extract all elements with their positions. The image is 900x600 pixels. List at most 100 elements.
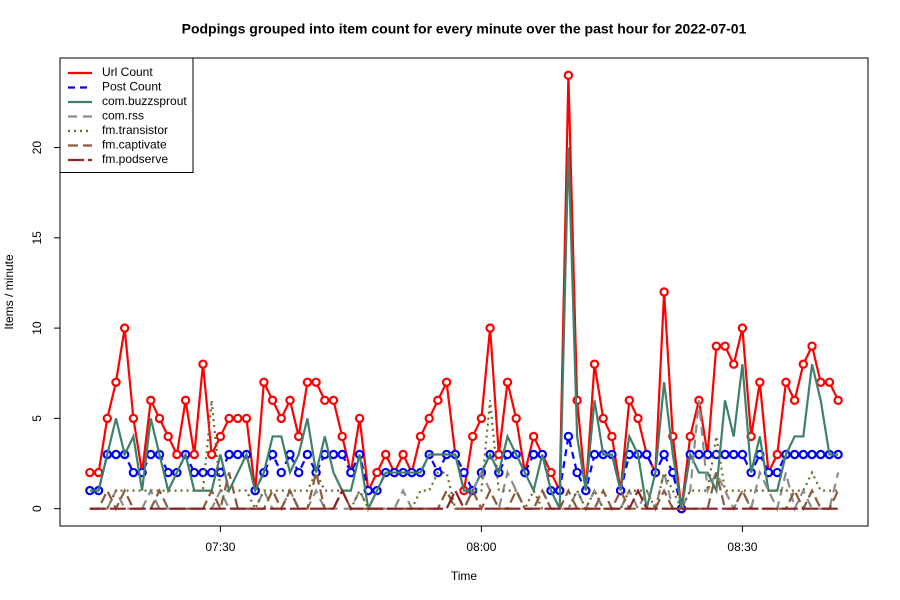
point [511, 413, 521, 424]
point [146, 395, 156, 406]
series-line [89, 472, 840, 512]
point [563, 431, 574, 442]
point [102, 413, 112, 424]
chart-title: Podpings grouped into item count for eve… [182, 21, 747, 37]
point [180, 395, 191, 406]
x-tick-label: 08:30 [727, 540, 757, 554]
point [328, 449, 339, 460]
point [337, 449, 347, 460]
point [816, 377, 826, 387]
point [154, 413, 165, 424]
point [502, 377, 513, 387]
point [224, 449, 234, 460]
point [546, 467, 556, 478]
point [302, 377, 313, 387]
plot-frame [59, 57, 869, 527]
point [789, 395, 800, 406]
point [398, 449, 408, 460]
point [215, 431, 226, 442]
y-axis-label: Items / minute [2, 254, 16, 330]
point [824, 377, 835, 387]
point [293, 467, 304, 478]
point [337, 431, 347, 442]
point [372, 467, 382, 478]
point [781, 377, 791, 387]
legend-label: fm.captivate [102, 138, 167, 152]
point [215, 467, 226, 478]
point [711, 341, 722, 351]
point [807, 341, 817, 351]
point [259, 377, 269, 387]
legend-label: fm.transistor [102, 123, 168, 137]
point [476, 413, 487, 424]
point [833, 395, 843, 406]
point [93, 467, 104, 478]
point [433, 395, 443, 406]
point [198, 359, 208, 369]
point [755, 377, 765, 387]
point [163, 467, 173, 478]
point [85, 467, 95, 478]
y-tick-label: 15 [30, 231, 44, 245]
point [737, 449, 748, 460]
point [528, 431, 539, 442]
point [189, 449, 199, 460]
point [685, 431, 695, 442]
point [598, 413, 608, 424]
x-axis-label: Time [451, 569, 478, 583]
point [572, 467, 582, 478]
point [346, 467, 356, 478]
point [285, 449, 295, 460]
point [624, 395, 635, 406]
legend-box [59, 57, 194, 173]
point [111, 377, 121, 387]
point [729, 449, 739, 460]
point [642, 449, 652, 460]
point [320, 449, 330, 460]
point [807, 449, 817, 460]
point [772, 467, 782, 478]
point [267, 395, 278, 406]
point [633, 413, 643, 424]
point [659, 449, 669, 460]
point [772, 449, 782, 460]
point [206, 449, 217, 460]
point [128, 413, 139, 424]
point [293, 431, 304, 442]
point [485, 323, 495, 333]
point [276, 413, 286, 424]
point [702, 449, 713, 460]
point [328, 395, 339, 406]
point [119, 323, 130, 333]
point [694, 449, 704, 460]
point [441, 377, 452, 387]
point [789, 449, 800, 460]
series-line [89, 75, 840, 509]
y-tick-label: 5 [30, 415, 44, 422]
point [172, 449, 182, 460]
point [720, 449, 730, 460]
point [111, 449, 121, 460]
x-tick-label: 08:00 [466, 540, 496, 554]
point [311, 377, 321, 387]
point [233, 449, 243, 460]
point [267, 449, 278, 460]
point [320, 395, 330, 406]
point [189, 467, 199, 478]
point [468, 431, 478, 442]
point [354, 413, 365, 424]
legend-label: fm.podserve [102, 152, 168, 166]
point [659, 287, 669, 297]
legend-label: com.rss [102, 109, 144, 123]
point [737, 323, 748, 333]
point [163, 431, 173, 442]
series-line [89, 488, 839, 510]
y-tick-label: 10 [30, 321, 44, 335]
point [563, 70, 574, 81]
legend-label: Url Count [102, 65, 153, 79]
point [224, 413, 234, 424]
point [276, 467, 286, 478]
point [415, 431, 426, 442]
point [720, 341, 730, 351]
